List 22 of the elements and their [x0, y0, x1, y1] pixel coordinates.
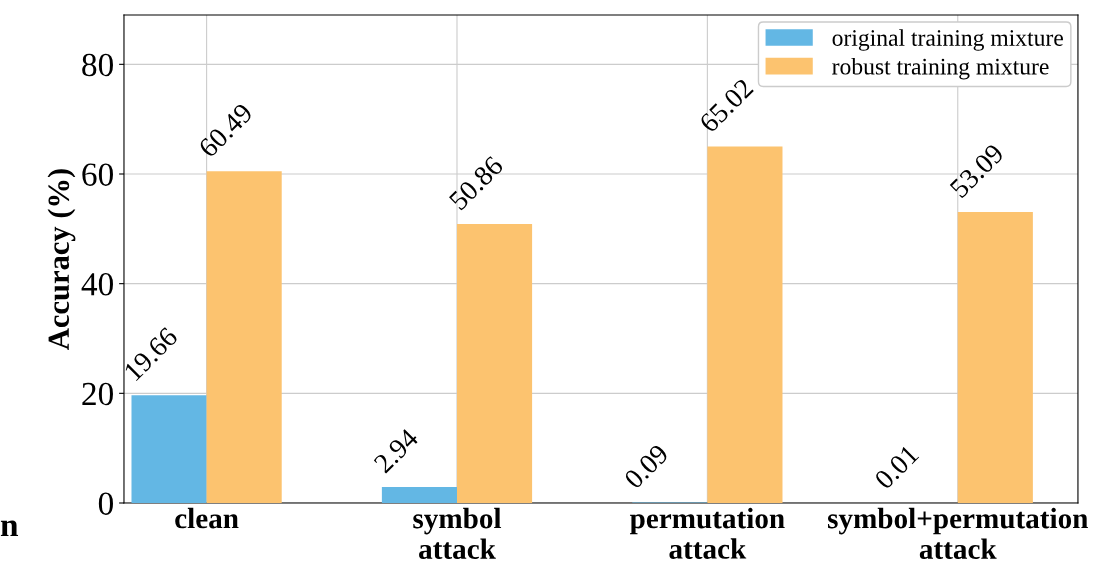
x-tick-label: permutation attack: [629, 507, 785, 559]
data-label: 2.94: [373, 427, 420, 474]
legend-label: robust training mixture: [832, 58, 1049, 80]
bar: [456, 224, 533, 503]
bar: [206, 171, 282, 503]
legend-label: original training mixture: [832, 29, 1063, 51]
y-tick-label: 80: [82, 53, 113, 77]
bar: [131, 395, 207, 503]
bar: [381, 486, 457, 503]
y-axis-title: Accuracy (%): [47, 169, 76, 350]
data-label: 0.09: [623, 443, 670, 490]
x-tick-label: symbol+permutation attack: [828, 507, 1088, 559]
data-label: 0.01: [873, 444, 920, 491]
text: n: [0, 520, 19, 537]
y-tick-label: 60: [82, 163, 113, 186]
y-tick-label: 40: [81, 273, 113, 296]
y-tick-label: 20: [82, 382, 113, 406]
bar: [957, 211, 1033, 503]
bar: [707, 146, 783, 503]
x-tick-label: symbol attack: [413, 507, 502, 559]
x-tick-label: clean: [175, 507, 239, 529]
y-tick-label: 0: [98, 492, 113, 515]
